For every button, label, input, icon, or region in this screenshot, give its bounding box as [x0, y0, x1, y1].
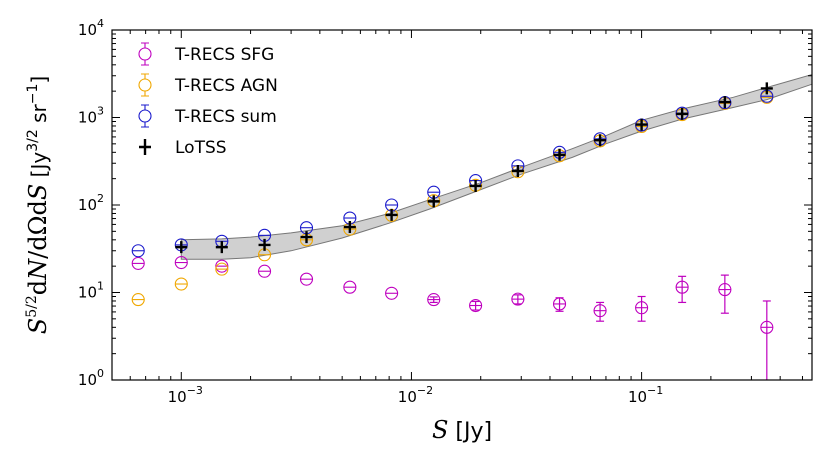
data-point: [385, 208, 398, 221]
data-point: [343, 221, 356, 234]
data-point: [258, 238, 271, 251]
data-point: [215, 241, 228, 254]
legend-label: T-RECS SFG: [174, 45, 274, 65]
legend: T-RECS SFG T-RECS AGN T-RECS sum LoTSS: [138, 42, 278, 158]
data-point: [300, 231, 313, 244]
tick-label-layer: 10−3 10−2 10−1 100 101 102 103 104: [78, 17, 663, 406]
y-tick-label: 100: [78, 367, 104, 389]
y-tick-label: 101: [78, 280, 104, 302]
legend-label: T-RECS sum: [174, 107, 277, 127]
y-tick-label: 103: [78, 105, 104, 127]
data-point: [469, 179, 482, 192]
x-tick-label: 10−1: [628, 384, 663, 406]
series-layer: [131, 82, 774, 380]
data-point: [718, 96, 731, 109]
legend-item-sfg: T-RECS SFG: [138, 42, 274, 66]
data-point: [760, 82, 773, 95]
data-point: [635, 118, 648, 131]
legend-item-sum: T-RECS sum: [138, 104, 277, 128]
series-sfg: [131, 255, 774, 380]
data-point: [676, 107, 689, 120]
x-tick-label: 10−2: [398, 384, 433, 406]
y-axis-label: S5/2dN/dΩdS [Jy3/2 sr−1]: [24, 76, 52, 334]
data-point: [594, 134, 607, 147]
data-point: [427, 195, 440, 208]
x-tick-label: 10−3: [168, 384, 203, 406]
legend-marker: [138, 78, 152, 92]
series-lotss: [175, 82, 773, 254]
tick-layer: [111, 29, 812, 381]
data-point: [553, 148, 566, 161]
legend-marker: [139, 139, 151, 155]
legend-marker: [138, 47, 152, 61]
y-tick-label: 102: [78, 192, 104, 214]
x-axis-label: S [Jy]: [432, 416, 492, 444]
legend-item-lotss: LoTSS: [139, 138, 227, 158]
data-point: [175, 241, 188, 254]
legend-label: T-RECS AGN: [174, 76, 278, 96]
legend-marker: [138, 109, 152, 123]
data-point: [511, 164, 524, 177]
legend-item-agn: T-RECS AGN: [138, 73, 278, 97]
y-tick-label: 104: [78, 17, 104, 39]
legend-label: LoTSS: [175, 138, 227, 158]
